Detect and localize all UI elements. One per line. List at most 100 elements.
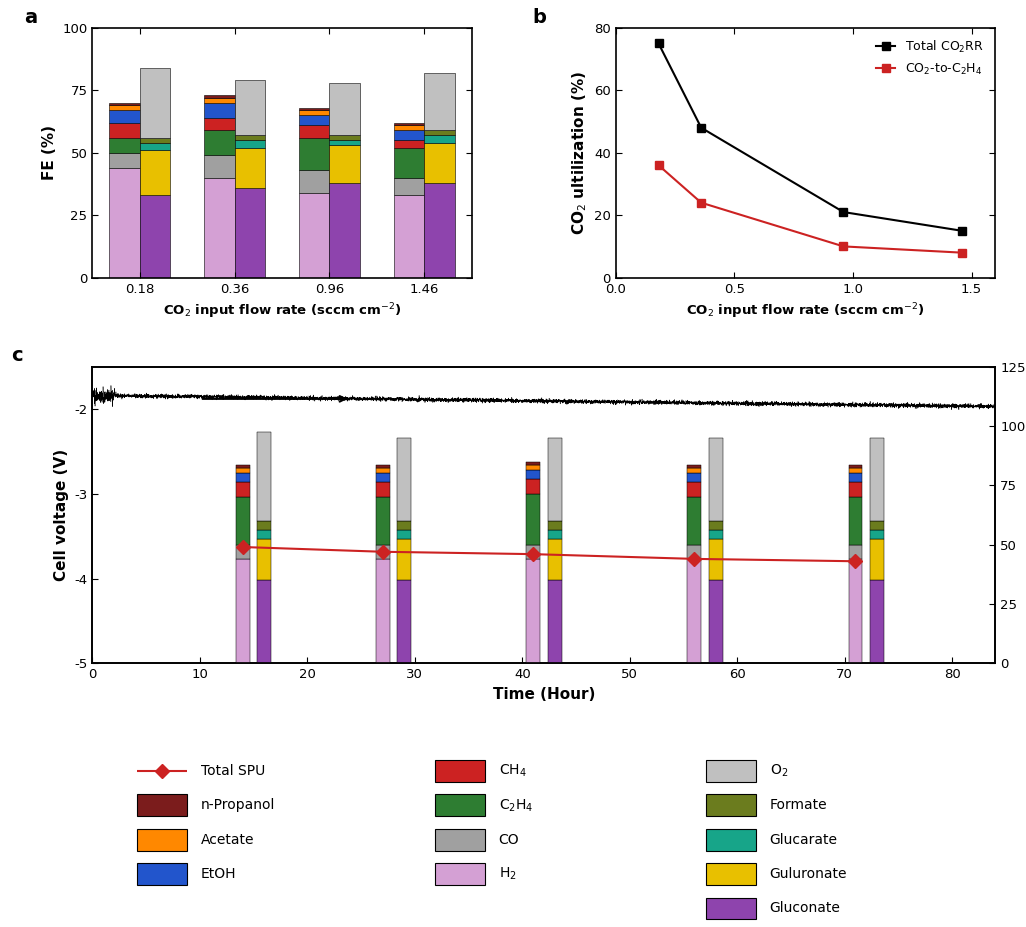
Bar bbox=[137, 829, 187, 851]
Bar bbox=[236, 467, 249, 474]
Total CO$_2$RR bbox=[695, 122, 707, 133]
Bar bbox=[425, 183, 455, 278]
Bar bbox=[110, 103, 140, 106]
Total CO$_2$RR bbox=[653, 38, 665, 49]
Bar bbox=[376, 467, 390, 474]
Bar bbox=[204, 130, 235, 155]
Bar bbox=[137, 863, 187, 885]
Bar bbox=[329, 140, 360, 146]
Bar bbox=[435, 794, 485, 817]
Bar bbox=[849, 497, 863, 545]
Bar bbox=[397, 521, 411, 530]
Bar bbox=[329, 183, 360, 278]
Bar bbox=[140, 143, 170, 150]
Bar bbox=[849, 464, 863, 467]
Y-axis label: Cell voltage (V): Cell voltage (V) bbox=[53, 449, 69, 581]
CO$_2$-to-C$_2$H$_4$ bbox=[956, 248, 969, 259]
Text: n-Propanol: n-Propanol bbox=[201, 798, 275, 812]
Bar bbox=[376, 474, 390, 482]
Bar bbox=[236, 464, 249, 467]
Bar bbox=[110, 138, 140, 153]
Bar bbox=[394, 125, 425, 130]
Bar bbox=[849, 482, 863, 497]
Bar bbox=[376, 545, 390, 560]
Bar bbox=[397, 438, 411, 521]
Bar bbox=[709, 438, 722, 521]
Y-axis label: FE (%): FE (%) bbox=[42, 125, 56, 180]
Text: H$_2$: H$_2$ bbox=[499, 866, 516, 883]
Bar bbox=[687, 545, 701, 560]
Bar bbox=[849, 467, 863, 474]
X-axis label: CO$_2$ input flow rate (sccm cm$^{-2}$): CO$_2$ input flow rate (sccm cm$^{-2}$) bbox=[686, 301, 924, 321]
Text: Total SPU: Total SPU bbox=[201, 764, 265, 778]
Bar bbox=[110, 122, 140, 138]
Text: Gluconate: Gluconate bbox=[770, 901, 840, 916]
Bar bbox=[140, 138, 170, 143]
Bar bbox=[236, 474, 249, 482]
Bar bbox=[110, 110, 140, 122]
Bar bbox=[140, 68, 170, 138]
Bar bbox=[300, 171, 329, 193]
Bar bbox=[300, 138, 329, 171]
Bar bbox=[849, 560, 863, 664]
Total CO$_2$RR bbox=[956, 225, 969, 236]
Bar bbox=[204, 178, 235, 278]
Text: EtOH: EtOH bbox=[201, 867, 236, 881]
Bar bbox=[548, 521, 561, 530]
Bar bbox=[870, 438, 884, 521]
Bar bbox=[706, 829, 756, 851]
CO$_2$-to-C$_2$H$_4$ bbox=[695, 197, 707, 209]
Legend: Total CO$_2$RR, CO$_2$-to-C$_2$H$_4$: Total CO$_2$RR, CO$_2$-to-C$_2$H$_4$ bbox=[871, 34, 989, 82]
Bar bbox=[397, 580, 411, 664]
Text: c: c bbox=[11, 346, 23, 364]
Line: CO$_2$-to-C$_2$H$_4$: CO$_2$-to-C$_2$H$_4$ bbox=[655, 161, 966, 257]
Bar bbox=[329, 135, 360, 140]
Bar bbox=[709, 530, 722, 539]
Bar bbox=[204, 118, 235, 130]
Bar bbox=[526, 462, 540, 464]
Bar bbox=[235, 140, 265, 147]
Bar bbox=[394, 196, 425, 278]
Text: CO: CO bbox=[499, 832, 519, 846]
Bar bbox=[526, 494, 540, 545]
Text: Acetate: Acetate bbox=[201, 832, 254, 846]
Bar bbox=[376, 464, 390, 467]
Line: Total CO$_2$RR: Total CO$_2$RR bbox=[655, 39, 966, 235]
Text: Guluronate: Guluronate bbox=[770, 867, 847, 881]
Bar bbox=[236, 545, 249, 560]
Bar bbox=[526, 479, 540, 494]
Bar bbox=[687, 560, 701, 664]
Bar bbox=[258, 580, 271, 664]
Bar bbox=[687, 474, 701, 482]
CO$_2$-to-C$_2$H$_4$ bbox=[653, 159, 665, 171]
Bar bbox=[526, 560, 540, 664]
Bar bbox=[394, 178, 425, 196]
Bar bbox=[435, 829, 485, 851]
Bar bbox=[300, 108, 329, 110]
X-axis label: CO$_2$ input flow rate (sccm cm$^{-2}$): CO$_2$ input flow rate (sccm cm$^{-2}$) bbox=[163, 301, 401, 321]
Y-axis label: CO$_2$ ultilization (%): CO$_2$ ultilization (%) bbox=[569, 70, 589, 235]
Bar bbox=[706, 863, 756, 885]
Bar bbox=[300, 115, 329, 125]
Bar bbox=[140, 150, 170, 196]
Bar bbox=[204, 95, 235, 97]
Bar bbox=[376, 482, 390, 497]
Bar bbox=[548, 530, 561, 539]
Bar bbox=[870, 530, 884, 539]
Bar bbox=[526, 464, 540, 471]
Bar bbox=[258, 530, 271, 539]
Bar bbox=[110, 106, 140, 110]
Bar bbox=[394, 122, 425, 125]
Bar bbox=[258, 432, 271, 521]
Bar bbox=[706, 897, 756, 920]
Bar bbox=[706, 794, 756, 817]
Bar bbox=[849, 474, 863, 482]
Bar bbox=[548, 438, 561, 521]
Bar bbox=[258, 521, 271, 530]
Bar bbox=[376, 497, 390, 545]
Bar bbox=[687, 497, 701, 545]
Bar bbox=[236, 482, 249, 497]
Bar bbox=[709, 539, 722, 580]
Bar bbox=[425, 73, 455, 130]
Bar bbox=[235, 135, 265, 140]
